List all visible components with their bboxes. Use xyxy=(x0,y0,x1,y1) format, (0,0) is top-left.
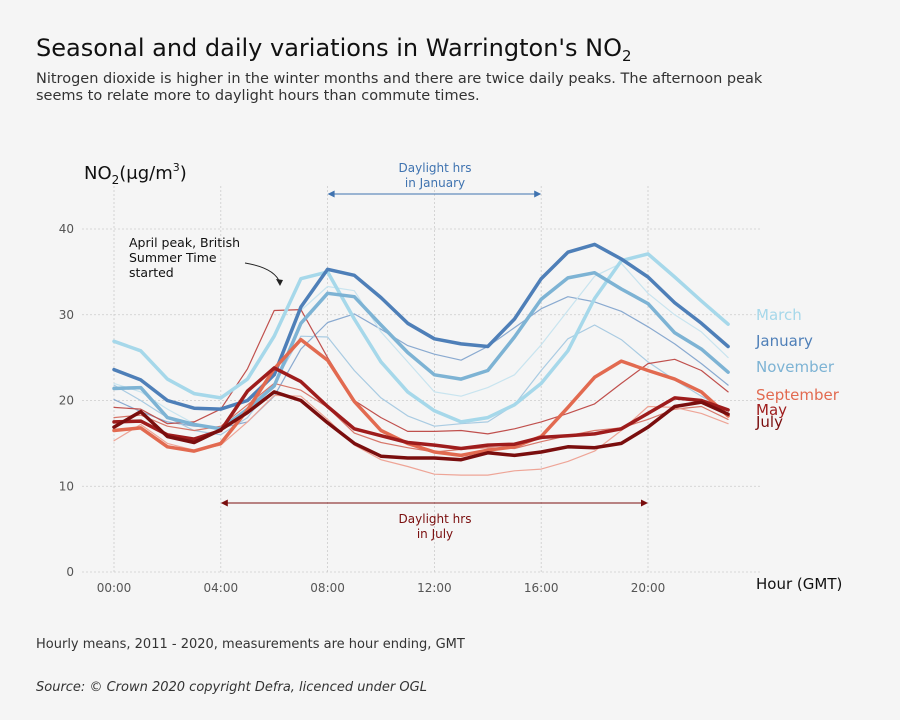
y-tick-label: 40 xyxy=(59,222,74,236)
april-peak-arrow xyxy=(244,262,281,284)
series-line-september xyxy=(112,337,730,458)
x-axis-label: Hour (GMT) xyxy=(756,575,842,593)
y-tick-label: 20 xyxy=(59,394,74,408)
y-tick-label: 30 xyxy=(59,308,74,322)
x-tick-label: 04:00 xyxy=(204,581,239,595)
chart-title-subscript: 2 xyxy=(621,47,632,65)
y-axis-label: NO2(μg/m3) xyxy=(84,161,187,187)
series-line-november xyxy=(112,270,730,431)
april-peak-arrowhead xyxy=(276,279,283,286)
legend-label-january: January xyxy=(755,332,813,350)
legend-label-september: September xyxy=(756,386,840,404)
x-tick-label: 12:00 xyxy=(417,581,452,595)
series-line-july xyxy=(112,390,730,462)
legend-label-may: May xyxy=(756,401,787,419)
series-line-monthly-9 xyxy=(113,309,729,435)
legend-label-july: July xyxy=(755,413,783,431)
july-daylight-arrowhead-right xyxy=(641,499,648,507)
x-tick-label: 08:00 xyxy=(310,581,345,595)
chart-title-text: Seasonal and daily variations in Warring… xyxy=(36,34,622,62)
y-tick-label: 10 xyxy=(59,479,74,493)
series-line-january xyxy=(112,242,730,411)
january-daylight-label: Daylight hrs in January xyxy=(399,161,472,190)
series-line-march xyxy=(112,252,730,424)
footnote: Hourly means, 2011 - 2020, measurements … xyxy=(36,637,465,652)
chart-title: Seasonal and daily variations in Warring… xyxy=(36,34,632,65)
july-daylight-arrowhead-left xyxy=(220,499,228,507)
x-tick-label: 16:00 xyxy=(524,581,559,595)
x-tick-label: 20:00 xyxy=(631,581,666,595)
legend-label-march: March xyxy=(756,306,802,324)
source-note: Source: © Crown 2020 copyright Defra, li… xyxy=(36,680,427,695)
chart-subtitle: Nitrogen dioxide is higher in the winter… xyxy=(36,71,763,104)
x-tick-label: 00:00 xyxy=(97,581,132,595)
y-tick-label: 0 xyxy=(66,565,74,579)
april-peak-annotation: April peak, British Summer Time started xyxy=(129,235,240,280)
january-daylight-arrowhead-left xyxy=(327,190,335,198)
series-line-monthly-8 xyxy=(113,262,729,432)
january-daylight-arrowhead-right xyxy=(534,190,542,198)
july-daylight-label: Daylight hrs in July xyxy=(399,512,472,541)
series-line-monthly-7 xyxy=(113,324,729,436)
legend-label-november: November xyxy=(756,358,835,376)
